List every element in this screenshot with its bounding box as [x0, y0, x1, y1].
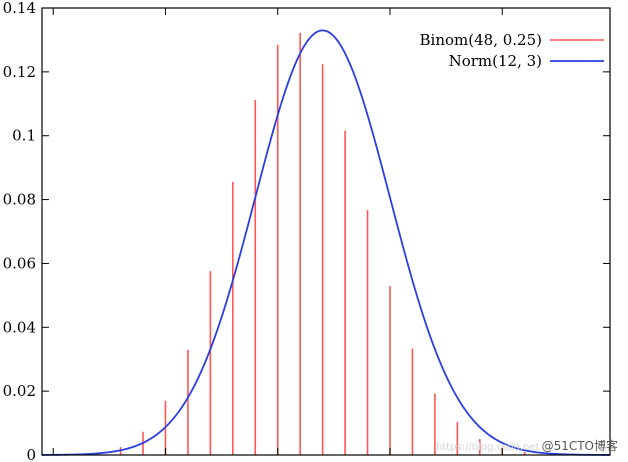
y-tick-label: 0 [26, 446, 36, 462]
y-tick-label: 0.02 [3, 382, 36, 400]
watermark: https://blog.csdn.net @51CTO博客 [436, 437, 618, 454]
watermark-text: @51CTO博客 [541, 439, 618, 453]
plot-frame [41, 7, 611, 456]
y-tick-label: 0.14 [3, 0, 36, 17]
y-tick-label: 0.06 [3, 254, 36, 272]
legend: Binom(48, 0.25) Norm(12, 3) [420, 31, 604, 70]
y-tick-label: 0.08 [3, 191, 36, 209]
x-axis-ticks [52, 8, 503, 455]
watermark-url: https://blog.csdn.net [435, 442, 540, 453]
y-tick-label: 0.1 [12, 127, 36, 145]
binom-impulses [119, 32, 526, 455]
y-tick-label: 0.04 [3, 318, 36, 336]
y-tick-label: 0.12 [3, 63, 36, 81]
legend-label-norm: Norm(12, 3) [449, 52, 542, 70]
y-axis-ticks: 0 0.02 0.04 0.06 0.08 0.1 0.12 0.14 [3, 0, 610, 462]
legend-label-binom: Binom(48, 0.25) [420, 31, 542, 49]
norm-curve [41, 29, 610, 456]
